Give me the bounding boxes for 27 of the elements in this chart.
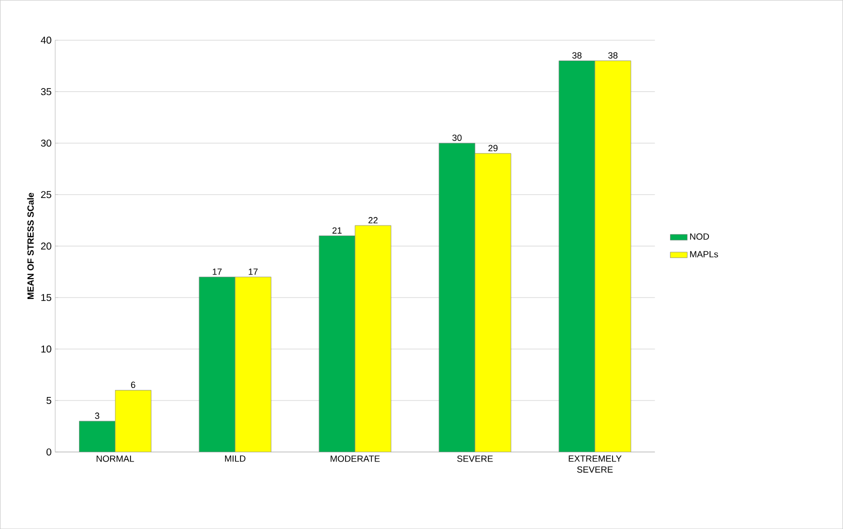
data-label: 30 [452,134,462,141]
y-tick-label: 35 [40,88,52,96]
y-tick-label: 30 [40,140,52,147]
x-tick-label: SEVERE [457,455,493,462]
data-label: 22 [368,216,378,224]
y-tick-label: 0 [46,448,52,456]
y-tick-label: 40 [40,36,52,44]
data-label: 38 [608,52,618,59]
x-tick-label: EXTREMELY SEVERE [568,455,622,473]
y-tick-label: 20 [41,242,52,250]
legend-label: MAPLs [690,251,718,258]
x-tick-label: MODERATE [330,455,380,462]
data-label: 38 [572,52,582,59]
data-label: 21 [332,227,342,234]
data-label: 3 [95,412,100,419]
y-axis-title: MEAN OF STRESS SCale [27,192,34,299]
x-tick-label: MILD [225,455,246,462]
y-tick-label: 15 [41,294,52,301]
legend-label: NOD [690,233,709,240]
y-tick-label: 25 [41,191,52,198]
data-label: 17 [248,268,258,275]
y-tick-label: 10 [41,345,52,352]
x-tick-label: NORMAL [96,455,134,462]
data-label: 6 [131,382,136,388]
data-label: 29 [488,144,498,152]
y-tick-label: 5 [46,396,52,404]
data-label: 17 [212,268,222,275]
